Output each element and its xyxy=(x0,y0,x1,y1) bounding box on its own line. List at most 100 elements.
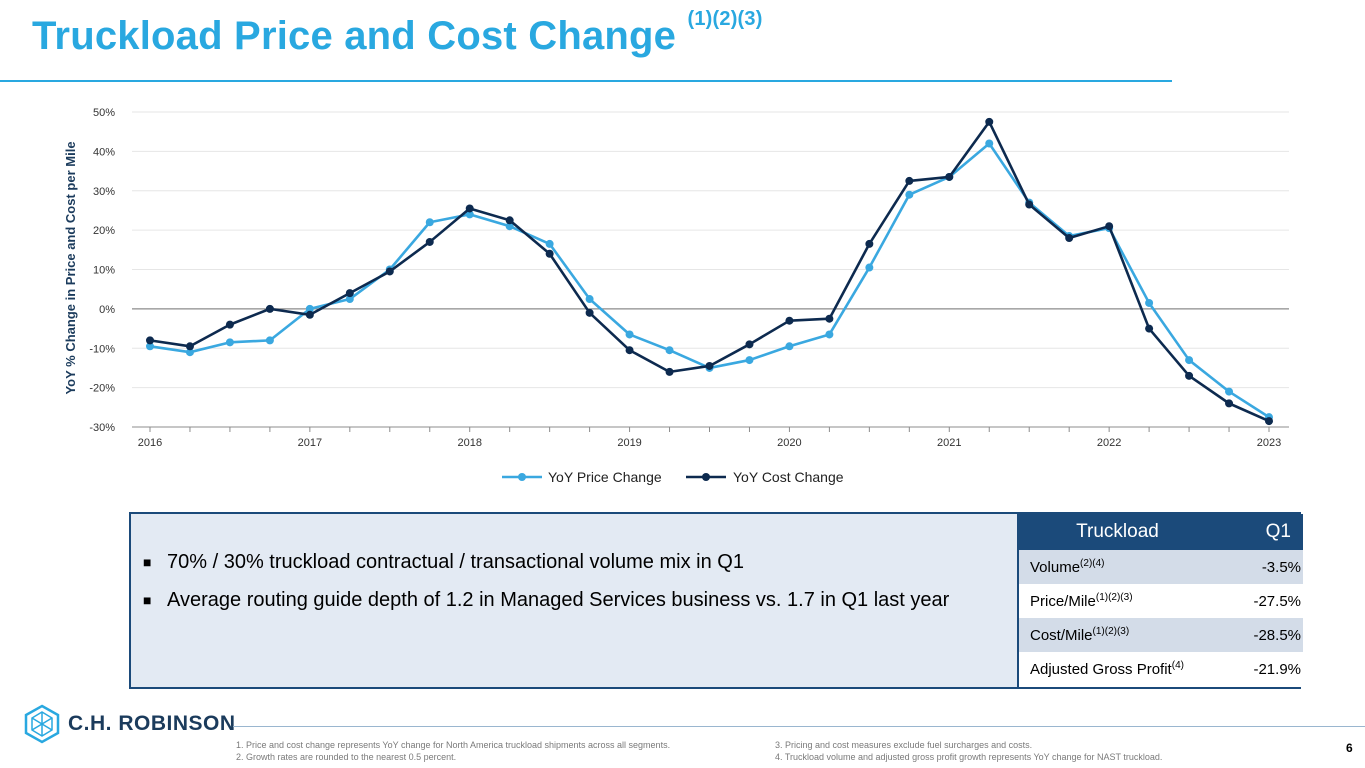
legend-label: YoY Price Change xyxy=(548,469,662,485)
data-point xyxy=(825,314,834,323)
title-footnote-refs: (1)(2)(3) xyxy=(687,8,763,30)
data-point xyxy=(1105,222,1114,231)
data-point xyxy=(545,239,554,248)
legend-marker xyxy=(518,473,526,481)
data-point xyxy=(785,342,794,351)
data-point xyxy=(785,316,794,325)
title-divider xyxy=(0,80,1172,82)
data-point xyxy=(225,338,234,347)
truckload-table: Truckload Q1 Volume(2)(4) -3.5% Price/Mi… xyxy=(1017,514,1303,687)
row-value: -3.5% xyxy=(1261,558,1301,576)
y-axis-label: YoY % Change in Price and Cost per Mile xyxy=(63,141,78,394)
data-point xyxy=(1065,234,1074,242)
bullet-item: ■ 70% / 30% truckload contractual / trans… xyxy=(143,548,1013,576)
data-point xyxy=(585,308,594,317)
data-point xyxy=(625,330,634,339)
bullet-square-icon: ■ xyxy=(143,554,152,570)
logo-wordmark: C.H. ROBINSON xyxy=(68,712,236,735)
footnote-3: 3. Pricing and cost measures exclude fue… xyxy=(775,740,1033,750)
company-logo: C.H. ROBINSON xyxy=(24,704,236,744)
page-title: Truckload Price and Cost Change (1)(2)(3… xyxy=(32,8,763,58)
data-point xyxy=(225,320,234,329)
row-label: Cost/Mile xyxy=(1030,627,1093,644)
x-tick-label: 2021 xyxy=(937,437,961,449)
data-point xyxy=(345,289,354,298)
data-point xyxy=(985,139,994,148)
data-point xyxy=(385,267,394,276)
y-tick-label: -30% xyxy=(89,422,115,434)
data-point xyxy=(545,249,554,258)
y-tick-label: -20% xyxy=(89,383,115,395)
table-row: Cost/Mile(1)(2)(3) -28.5% xyxy=(1019,618,1303,652)
data-point xyxy=(185,348,194,357)
data-point xyxy=(1265,417,1273,426)
data-point xyxy=(146,336,154,345)
row-footnote: (1)(2)(3) xyxy=(1095,592,1133,603)
series-line-price xyxy=(149,142,1270,419)
table-header: Truckload Q1 xyxy=(1019,514,1303,550)
footnote-2: 2. Growth rates are rounded to the neare… xyxy=(236,752,457,762)
data-point xyxy=(705,361,714,370)
data-point xyxy=(265,336,274,345)
data-point xyxy=(425,218,434,227)
y-tick-label: 0% xyxy=(99,304,115,316)
table-row: Price/Mile(1)(2)(3) -27.5% xyxy=(1019,584,1303,618)
data-point xyxy=(345,295,354,304)
row-value: -28.5% xyxy=(1253,626,1301,644)
data-point xyxy=(1185,356,1194,365)
footnote-1: 1. Price and cost change represents YoY … xyxy=(236,740,671,750)
x-tick-label: 2022 xyxy=(1097,437,1121,449)
row-label: Volume xyxy=(1030,559,1081,576)
data-point xyxy=(625,346,634,355)
y-tick-label: 20% xyxy=(93,225,115,237)
line-chart: -30% -20% -10% 0% 10% 20% 30% 40% 50% 2016 2017 201… xyxy=(63,107,1289,485)
summary-panel: ■ 70% / 30% truckload contractual / trans… xyxy=(129,512,1303,689)
bullet-item: ■ Average routing guide depth of 1.2 in M… xyxy=(143,586,1013,614)
data-point xyxy=(146,342,154,351)
data-point xyxy=(465,204,474,213)
y-tick-label: 40% xyxy=(93,146,115,158)
data-point xyxy=(425,237,434,246)
data-point xyxy=(1025,200,1034,209)
data-point xyxy=(1225,387,1234,396)
data-point xyxy=(985,117,994,126)
bullet-square-icon: ■ xyxy=(143,592,152,608)
legend-marker xyxy=(702,473,710,481)
data-point xyxy=(945,172,954,181)
row-footnote: (4) xyxy=(1171,660,1184,671)
data-point xyxy=(825,330,834,339)
footer-divider xyxy=(233,726,1365,727)
y-tick-label: 10% xyxy=(93,265,115,277)
data-point xyxy=(665,346,674,355)
data-point xyxy=(265,304,274,313)
hexagon-logo-icon xyxy=(24,704,60,744)
data-point xyxy=(505,222,514,231)
data-point xyxy=(665,367,674,376)
data-point xyxy=(1145,324,1154,333)
row-value: -27.5% xyxy=(1253,592,1301,610)
data-point xyxy=(305,310,314,319)
data-point xyxy=(185,342,194,351)
row-label: Adjusted Gross Profit xyxy=(1030,661,1172,678)
y-tick-label: 30% xyxy=(93,186,115,198)
data-point xyxy=(865,239,874,248)
data-point xyxy=(305,304,314,313)
x-tick-label: 2019 xyxy=(617,437,641,449)
data-point xyxy=(1225,399,1234,408)
series-line-cost xyxy=(149,120,1270,423)
data-point xyxy=(465,210,474,219)
page-number: 6 xyxy=(1346,741,1353,755)
row-value: -21.9% xyxy=(1253,660,1301,678)
row-label: Price/Mile xyxy=(1030,593,1096,610)
data-point xyxy=(905,176,914,185)
row-footnote: (2)(4) xyxy=(1080,558,1105,569)
y-tick-label: 50% xyxy=(93,107,115,119)
data-point xyxy=(745,340,754,349)
x-tick-label: 2017 xyxy=(298,437,322,449)
table-header-truckload: Truckload xyxy=(1076,521,1159,542)
data-point xyxy=(905,190,914,199)
table-header-q1: Q1 xyxy=(1265,521,1291,542)
data-point xyxy=(505,216,514,225)
table-row: Volume(2)(4) -3.5% xyxy=(1019,550,1303,584)
table-row: Adjusted Gross Profit(4) -21.9% xyxy=(1019,652,1303,686)
